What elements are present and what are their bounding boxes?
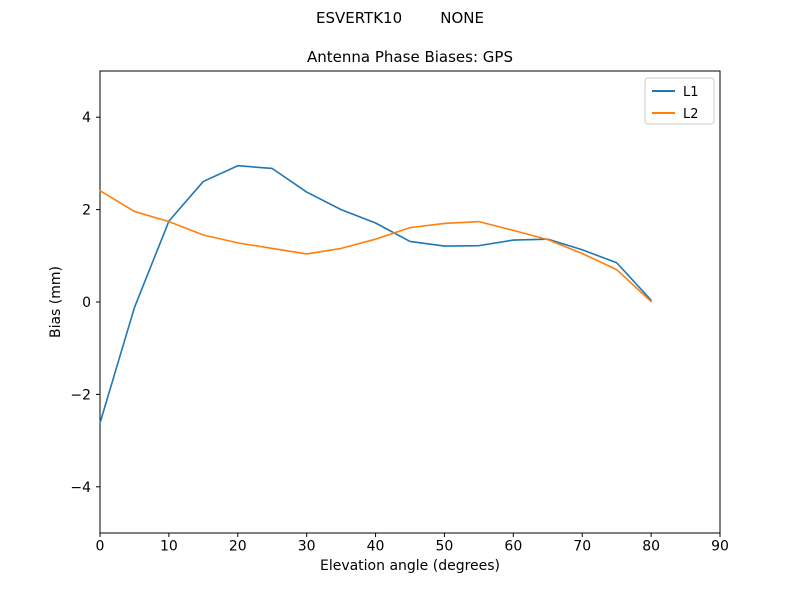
- series-line-L2: [99, 189, 652, 303]
- y-tick-label: −4: [70, 480, 91, 496]
- x-tick-label: 20: [229, 539, 247, 555]
- x-tick-label: 40: [367, 539, 385, 555]
- figure-suptitle: ESVERTK10 NONE: [315, 9, 485, 27]
- x-axis-label: Elevation angle (degrees): [319, 558, 501, 574]
- x-tick-label: 80: [642, 539, 660, 555]
- axes-spines: [99, 70, 721, 534]
- y-tick-label: 2: [82, 203, 91, 219]
- legend-box: [644, 77, 715, 125]
- y-tick-label: 4: [82, 110, 91, 126]
- y-tick-label: −2: [70, 387, 91, 403]
- series-line-L1: [99, 164, 652, 424]
- y-axis-label: Bias (mm): [48, 265, 64, 339]
- y-tick-label: 0: [82, 295, 91, 311]
- legend-label-L1: L1: [683, 85, 699, 100]
- x-tick-label: 30: [298, 539, 316, 555]
- legend-label-L2: L2: [683, 107, 699, 122]
- x-tick-label: 70: [573, 539, 591, 555]
- x-tick-label: 50: [436, 539, 454, 555]
- x-tick-label: 60: [504, 539, 522, 555]
- x-tick-label: 10: [160, 539, 178, 555]
- axes-title: Antenna Phase Biases: GPS: [307, 48, 513, 66]
- x-tick-label: 0: [96, 539, 105, 555]
- x-tick-label: 90: [711, 539, 729, 555]
